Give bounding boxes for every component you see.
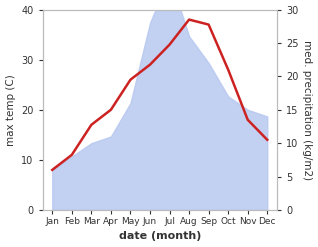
X-axis label: date (month): date (month) (119, 231, 201, 242)
Y-axis label: med. precipitation (kg/m2): med. precipitation (kg/m2) (302, 40, 313, 180)
Y-axis label: max temp (C): max temp (C) (5, 74, 16, 146)
